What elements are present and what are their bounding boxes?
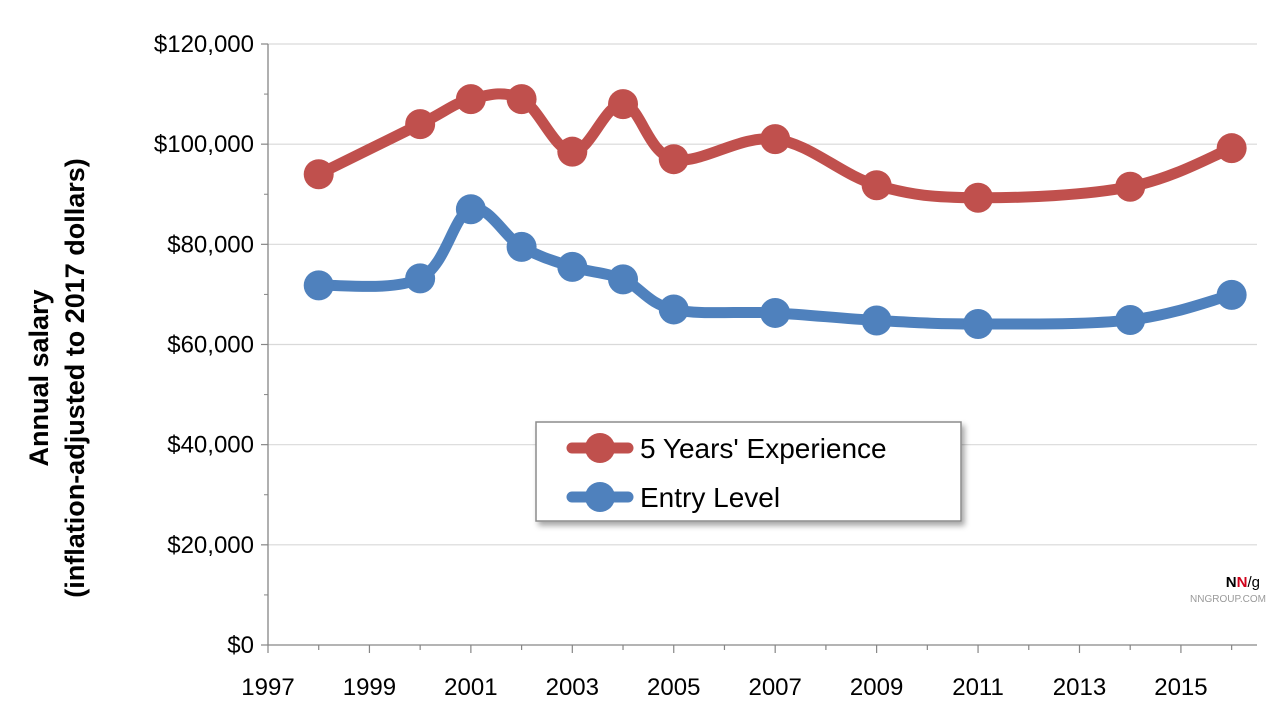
- nng-logo-mark: NN/g: [1190, 574, 1260, 591]
- y-tick-label: $20,000: [167, 532, 254, 559]
- x-tick-label: 2009: [850, 674, 903, 701]
- tick-labels: $0 $20,000 $40,000 $60,000 $80,000 $100,000 $1…: [154, 31, 1208, 701]
- x-tick-label: 2005: [647, 674, 700, 701]
- y-axis-title-line1: Annual salary: [24, 289, 54, 466]
- y-tick-label: $0: [227, 632, 254, 659]
- logo-letter-g: /g: [1247, 574, 1260, 591]
- data-point: [608, 264, 639, 295]
- data-point: [506, 231, 537, 262]
- legend: 5 Years' Experience Entry Level: [535, 421, 962, 522]
- x-tick-label: 2013: [1053, 674, 1106, 701]
- x-tick-label: 2001: [444, 674, 497, 701]
- data-point: [557, 136, 588, 167]
- y-axis-title-line2: (inflation-adjusted to 2017 dollars): [60, 158, 90, 598]
- data-point: [658, 294, 689, 325]
- y-tick-label: $100,000: [154, 131, 254, 158]
- data-point: [608, 89, 639, 120]
- y-tick-label: $60,000: [167, 332, 254, 359]
- axes: [261, 43, 1257, 653]
- data-point: [405, 109, 436, 140]
- data-point: [506, 84, 537, 115]
- legend-label: Entry Level: [640, 482, 780, 513]
- legend-label: 5 Years' Experience: [640, 433, 887, 464]
- x-tick-label: 2007: [748, 674, 801, 701]
- x-tick-label: 2015: [1154, 674, 1207, 701]
- logo-letter-n2: N: [1236, 574, 1248, 591]
- data-point: [405, 263, 436, 294]
- data-point: [658, 144, 689, 175]
- data-point: [557, 251, 588, 282]
- x-tick-label: 2011: [952, 674, 1004, 701]
- y-tick-label: $40,000: [167, 432, 254, 459]
- x-tick-label: 1997: [241, 674, 294, 701]
- x-tick-label: 1999: [343, 674, 396, 701]
- data-point: [963, 308, 994, 339]
- data-point: [1115, 171, 1146, 202]
- data-point: [760, 297, 791, 328]
- data-point: [760, 124, 791, 155]
- data-point: [1115, 304, 1146, 335]
- data-point: [303, 159, 334, 190]
- data-point: [1216, 133, 1247, 164]
- legend-swatch-marker: [585, 482, 615, 512]
- y-axis-title: Annual salary (inflation-adjusted to 201…: [24, 158, 90, 598]
- data-point: [963, 182, 994, 213]
- nngroup-logo: NN/g NNGROUP.COM: [1190, 574, 1266, 605]
- logo-site: NNGROUP.COM: [1190, 594, 1266, 605]
- data-point: [861, 170, 892, 201]
- data-point: [861, 305, 892, 336]
- data-point: [455, 194, 486, 225]
- y-tick-label: $80,000: [167, 231, 254, 258]
- x-tick-label: 2003: [546, 674, 599, 701]
- data-point: [303, 270, 334, 301]
- y-tick-label: $120,000: [154, 31, 254, 58]
- legend-swatch-marker: [585, 433, 615, 463]
- logo-letter-n1: N: [1225, 574, 1237, 591]
- data-point: [455, 84, 486, 115]
- data-point: [1216, 279, 1247, 310]
- series-group: [303, 84, 1247, 339]
